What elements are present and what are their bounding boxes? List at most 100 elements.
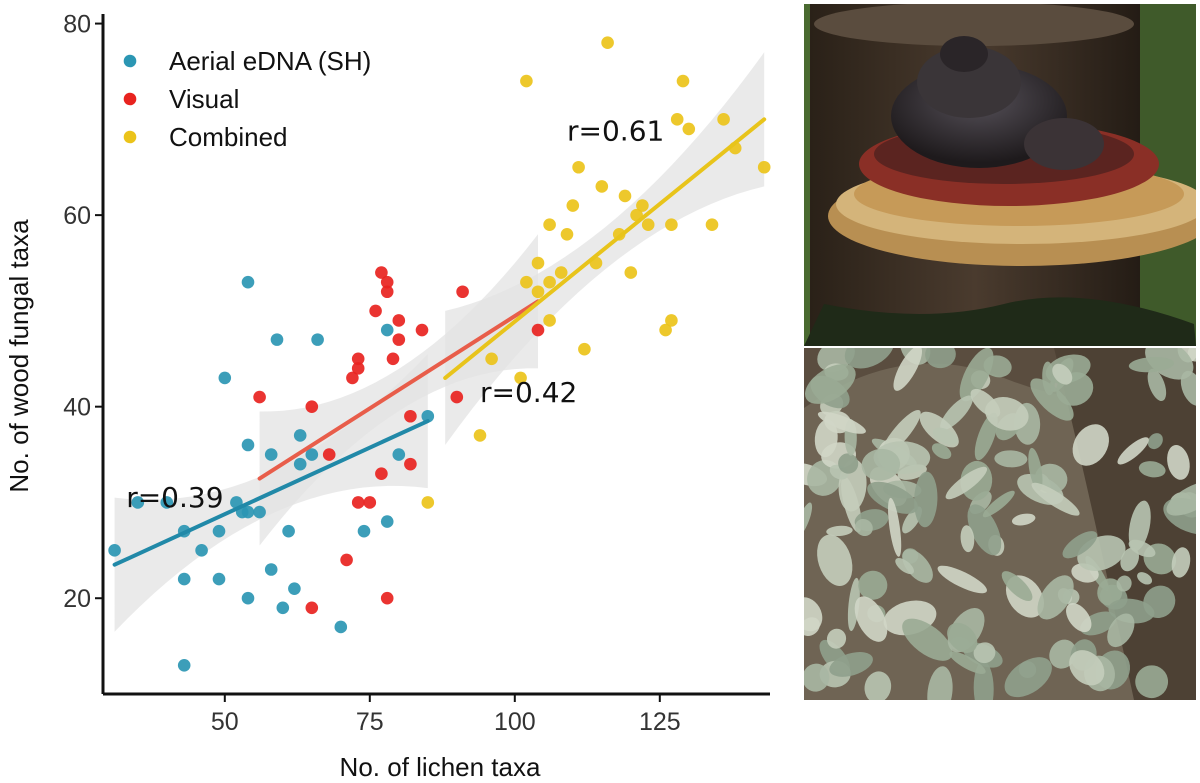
data-point — [369, 304, 382, 318]
lichen-lobe — [1069, 650, 1105, 686]
legend: Aerial eDNA (SH) Visual Combined — [123, 46, 371, 152]
data-point — [641, 218, 655, 232]
data-point — [543, 218, 556, 232]
x-ticks: 50 75 100 125 — [211, 694, 681, 736]
lichen-lobe — [829, 652, 873, 677]
lichen-lobe — [864, 671, 892, 700]
data-point — [375, 266, 388, 279]
lichen-lobe — [893, 348, 923, 391]
y-tick-label: 20 — [63, 585, 91, 613]
legend-label: Aerial eDNA (SH) — [169, 46, 371, 76]
lichen-lobe — [927, 666, 953, 700]
lichen-lobe — [1011, 513, 1036, 526]
data-point — [421, 496, 435, 509]
data-point — [322, 448, 336, 461]
lichen-lobe — [826, 628, 847, 649]
data-point — [380, 591, 394, 605]
data-point — [212, 572, 226, 586]
correlation-labels: r=0.39 r=0.42 r=0.61 — [126, 114, 664, 514]
lichen-lobe — [974, 412, 998, 461]
lichen-lobe — [1052, 363, 1073, 385]
x-tick-label: 125 — [639, 708, 681, 736]
lichen-photo — [804, 348, 1196, 700]
data-point — [276, 601, 290, 615]
data-point — [670, 113, 684, 126]
data-point — [554, 266, 568, 279]
lichen-lobe — [967, 504, 1002, 556]
lichen-lobe — [1180, 370, 1196, 406]
lichen-lobe — [949, 651, 986, 674]
data-point — [380, 275, 394, 289]
data-point — [624, 266, 638, 279]
data-point — [520, 74, 533, 88]
legend-label: Visual — [169, 84, 239, 114]
data-point — [218, 371, 232, 385]
data-point — [293, 457, 307, 471]
data-point — [514, 371, 527, 385]
lichen-lobe — [1062, 531, 1098, 559]
data-point — [108, 544, 121, 557]
lichen-lobe — [940, 395, 973, 431]
lichen-lobe — [804, 617, 820, 637]
correlation-label: r=0.39 — [126, 481, 223, 514]
data-point — [241, 505, 255, 519]
data-point — [351, 496, 365, 509]
lichen-lobe — [982, 490, 1015, 518]
data-point — [601, 36, 614, 50]
lichen-lobe — [902, 618, 953, 661]
lichen-lobe — [817, 534, 853, 586]
data-point — [305, 601, 319, 615]
lichen-lobe — [854, 596, 888, 642]
lichen-lobe — [867, 481, 918, 514]
lichen-lobe — [1138, 461, 1166, 478]
data-point — [305, 448, 319, 461]
data-point — [665, 218, 678, 232]
lichen-lobe — [1128, 500, 1151, 551]
data-point — [578, 342, 591, 356]
lichen-lobe — [960, 525, 975, 553]
lichen-lobe — [888, 497, 902, 557]
trend-line — [443, 117, 767, 380]
data-point — [160, 496, 174, 509]
data-point — [531, 323, 545, 337]
data-point — [363, 496, 377, 509]
lichen-lobe — [932, 427, 958, 445]
lichen-lobe — [1004, 657, 1052, 698]
data-points — [108, 36, 771, 672]
data-point — [665, 314, 678, 327]
data-point — [618, 189, 632, 203]
data-point — [717, 113, 730, 126]
data-point — [392, 448, 406, 461]
data-point — [282, 524, 295, 538]
x-tick-label: 75 — [356, 708, 384, 736]
data-point — [380, 323, 394, 337]
lichen-lobe — [826, 525, 853, 537]
lichen-lobe — [1072, 424, 1110, 466]
data-point — [253, 505, 266, 519]
lichen-lobe — [973, 642, 996, 664]
y-tick-label: 80 — [63, 11, 91, 39]
data-point — [195, 544, 208, 557]
data-point — [404, 457, 417, 471]
lichen-lobe — [804, 502, 813, 537]
data-point — [473, 429, 487, 442]
lichen-lobe — [814, 419, 838, 458]
data-point — [311, 333, 324, 346]
lichen-lobe — [985, 397, 1029, 431]
legend-label: Combined — [169, 122, 288, 152]
lichen-lobe — [817, 411, 866, 434]
lichen-lobe — [1166, 481, 1196, 516]
data-point — [705, 218, 719, 232]
lichen-lobe — [1037, 575, 1074, 620]
lichen-lobe — [838, 453, 859, 474]
legend-marker — [123, 54, 137, 68]
lichen-lobe — [1030, 378, 1074, 421]
lichen-lobe — [1107, 613, 1135, 648]
trend-line — [257, 299, 540, 481]
data-point — [415, 323, 429, 337]
data-point — [392, 333, 406, 346]
lichen-lobe — [973, 660, 994, 700]
lichen-lobe — [1116, 575, 1132, 592]
lichen-lobe — [861, 448, 901, 481]
lichen-lobe — [1147, 433, 1163, 450]
